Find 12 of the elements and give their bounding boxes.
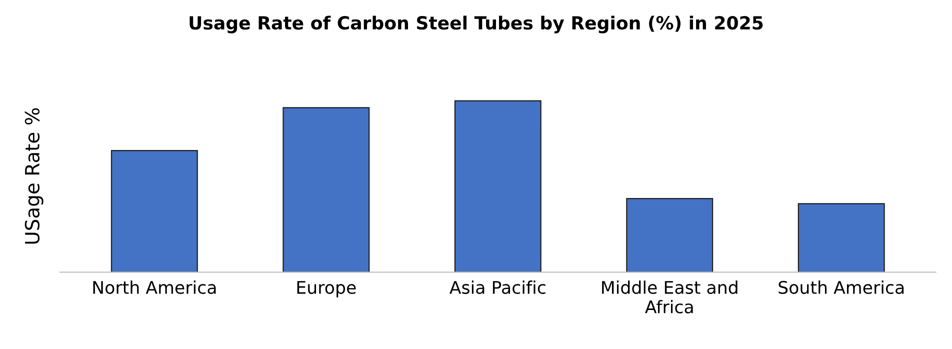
bar — [454, 100, 542, 272]
x-tick-label: Middle East and Africa — [602, 280, 738, 314]
x-tick-label: Asia Pacific — [449, 280, 546, 294]
bar — [110, 150, 198, 272]
chart-title: Usage Rate of Carbon Steel Tubes by Region (%) in 2025 — [190, 16, 763, 34]
y-axis-title: USage Rate % — [24, 108, 44, 244]
x-tick-label: North America — [93, 280, 216, 294]
x-tick-label: Europe — [297, 281, 356, 298]
bar — [282, 107, 370, 272]
bar — [626, 198, 714, 272]
x-tick-label: South America — [778, 280, 904, 294]
bar — [798, 203, 885, 272]
